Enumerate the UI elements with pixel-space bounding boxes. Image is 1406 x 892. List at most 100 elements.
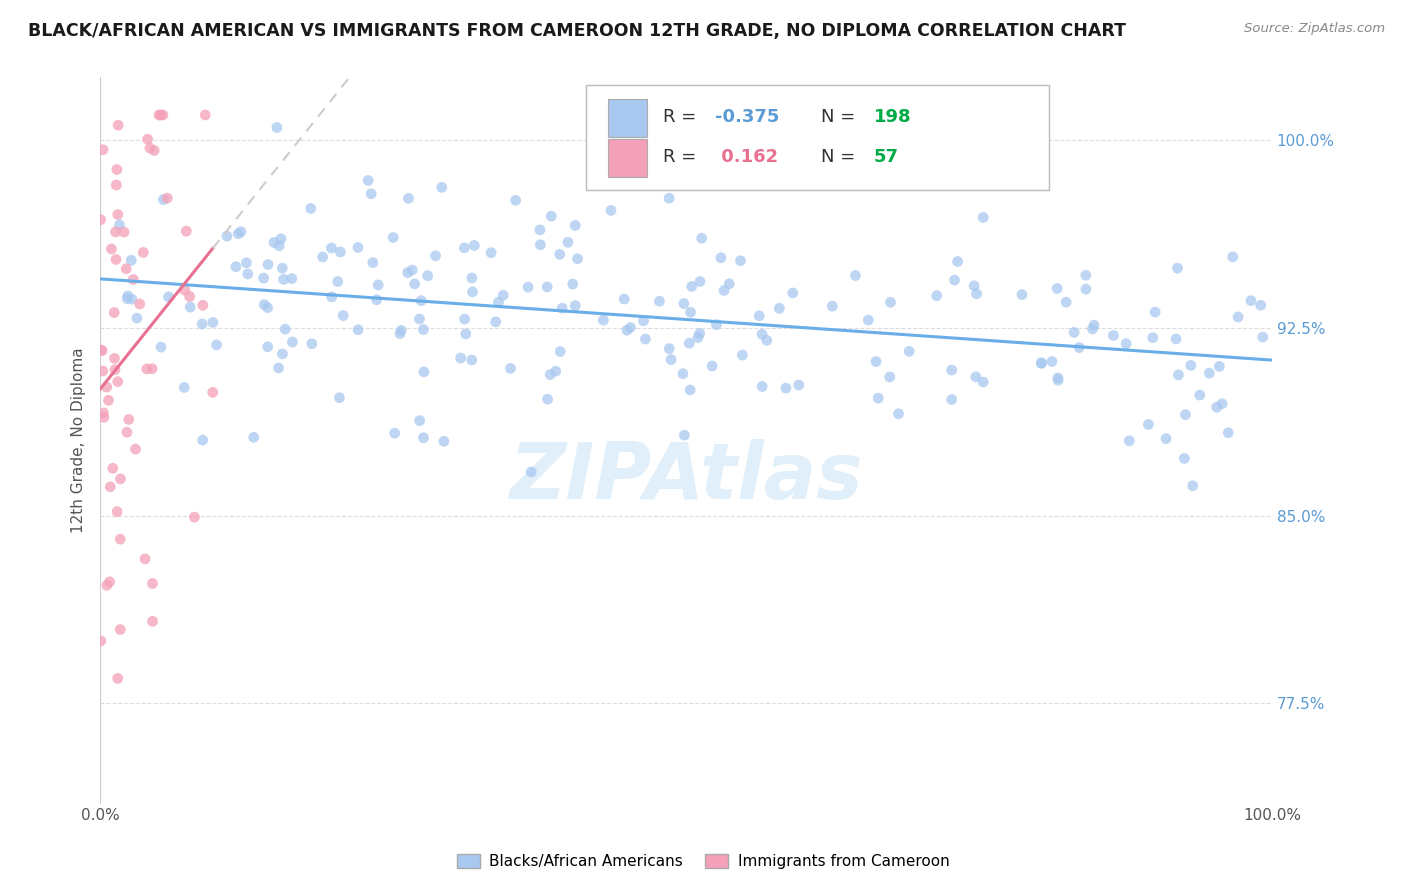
Point xyxy=(548,344,571,359)
Point xyxy=(347,323,370,337)
Point xyxy=(898,344,921,359)
Point xyxy=(242,430,264,444)
Point xyxy=(142,615,165,629)
Point xyxy=(110,532,132,546)
Point xyxy=(156,191,179,205)
Point xyxy=(157,290,180,304)
Point xyxy=(1031,356,1053,370)
Point xyxy=(404,277,426,291)
Point xyxy=(461,271,484,285)
Point xyxy=(689,275,711,289)
Point xyxy=(538,368,561,382)
Point xyxy=(633,314,655,328)
Point xyxy=(713,284,735,298)
Point xyxy=(148,108,170,122)
Point xyxy=(966,286,988,301)
Point xyxy=(329,244,352,259)
Point xyxy=(1063,326,1085,340)
Point xyxy=(768,301,790,316)
Point xyxy=(389,323,412,337)
Point xyxy=(183,510,205,524)
Point xyxy=(775,381,797,395)
Point xyxy=(821,299,844,313)
Point xyxy=(105,178,128,192)
Point xyxy=(751,327,773,342)
Point xyxy=(673,428,696,442)
Point xyxy=(91,343,114,358)
Point xyxy=(253,297,276,311)
Point xyxy=(865,354,887,368)
Point xyxy=(267,360,290,375)
Point xyxy=(592,313,614,327)
Point xyxy=(412,431,434,445)
Point xyxy=(1081,322,1104,336)
Point xyxy=(270,232,292,246)
Point xyxy=(1211,397,1233,411)
Point xyxy=(965,369,987,384)
Point xyxy=(115,261,138,276)
Point xyxy=(101,461,124,475)
Point xyxy=(731,348,754,362)
Point xyxy=(690,231,713,245)
Point xyxy=(1240,293,1263,308)
Point xyxy=(544,364,567,378)
Point xyxy=(416,268,439,283)
Point xyxy=(105,252,128,267)
Point xyxy=(1222,250,1244,264)
Y-axis label: 12th Grade, No Diploma: 12th Grade, No Diploma xyxy=(72,348,86,533)
Point xyxy=(505,194,527,208)
Point xyxy=(152,193,174,207)
Point xyxy=(600,203,623,218)
Point xyxy=(681,279,703,293)
Point xyxy=(97,393,120,408)
Point xyxy=(1142,331,1164,345)
Point xyxy=(925,288,948,302)
Point xyxy=(382,230,405,244)
Point xyxy=(115,425,138,440)
Point xyxy=(453,241,475,255)
Legend: Blacks/African Americans, Immigrants from Cameroon: Blacks/African Americans, Immigrants fro… xyxy=(450,847,956,875)
Point xyxy=(110,623,132,637)
Point xyxy=(174,224,197,238)
Point xyxy=(1118,434,1140,448)
Point xyxy=(567,252,589,266)
Point xyxy=(257,258,280,272)
Point xyxy=(179,289,201,303)
Point xyxy=(461,285,484,299)
Point xyxy=(118,412,141,426)
Point xyxy=(941,363,963,377)
Point xyxy=(191,298,214,312)
Point xyxy=(117,292,139,306)
Point xyxy=(271,261,294,276)
Point xyxy=(879,370,901,384)
Point xyxy=(879,295,901,310)
Point xyxy=(326,275,349,289)
Point xyxy=(321,290,343,304)
Point xyxy=(557,235,579,250)
Point xyxy=(672,367,695,381)
Point xyxy=(613,292,636,306)
Point xyxy=(103,351,125,366)
Point xyxy=(450,351,472,365)
Text: Source: ZipAtlas.com: Source: ZipAtlas.com xyxy=(1244,22,1385,36)
Point xyxy=(1137,417,1160,432)
FancyBboxPatch shape xyxy=(586,85,1049,190)
Point xyxy=(263,235,285,250)
Point xyxy=(366,293,388,307)
Point xyxy=(520,465,543,479)
Point xyxy=(274,322,297,336)
Point xyxy=(1174,408,1197,422)
Point xyxy=(658,342,681,356)
Point xyxy=(1180,359,1202,373)
Point xyxy=(499,361,522,376)
Point xyxy=(367,277,389,292)
Point xyxy=(1167,368,1189,382)
Point xyxy=(194,108,217,122)
Point xyxy=(107,118,129,132)
Point xyxy=(311,250,333,264)
Point xyxy=(718,277,741,291)
Point xyxy=(98,480,121,494)
Point xyxy=(517,280,540,294)
Point xyxy=(485,315,508,329)
Point xyxy=(1046,281,1069,295)
